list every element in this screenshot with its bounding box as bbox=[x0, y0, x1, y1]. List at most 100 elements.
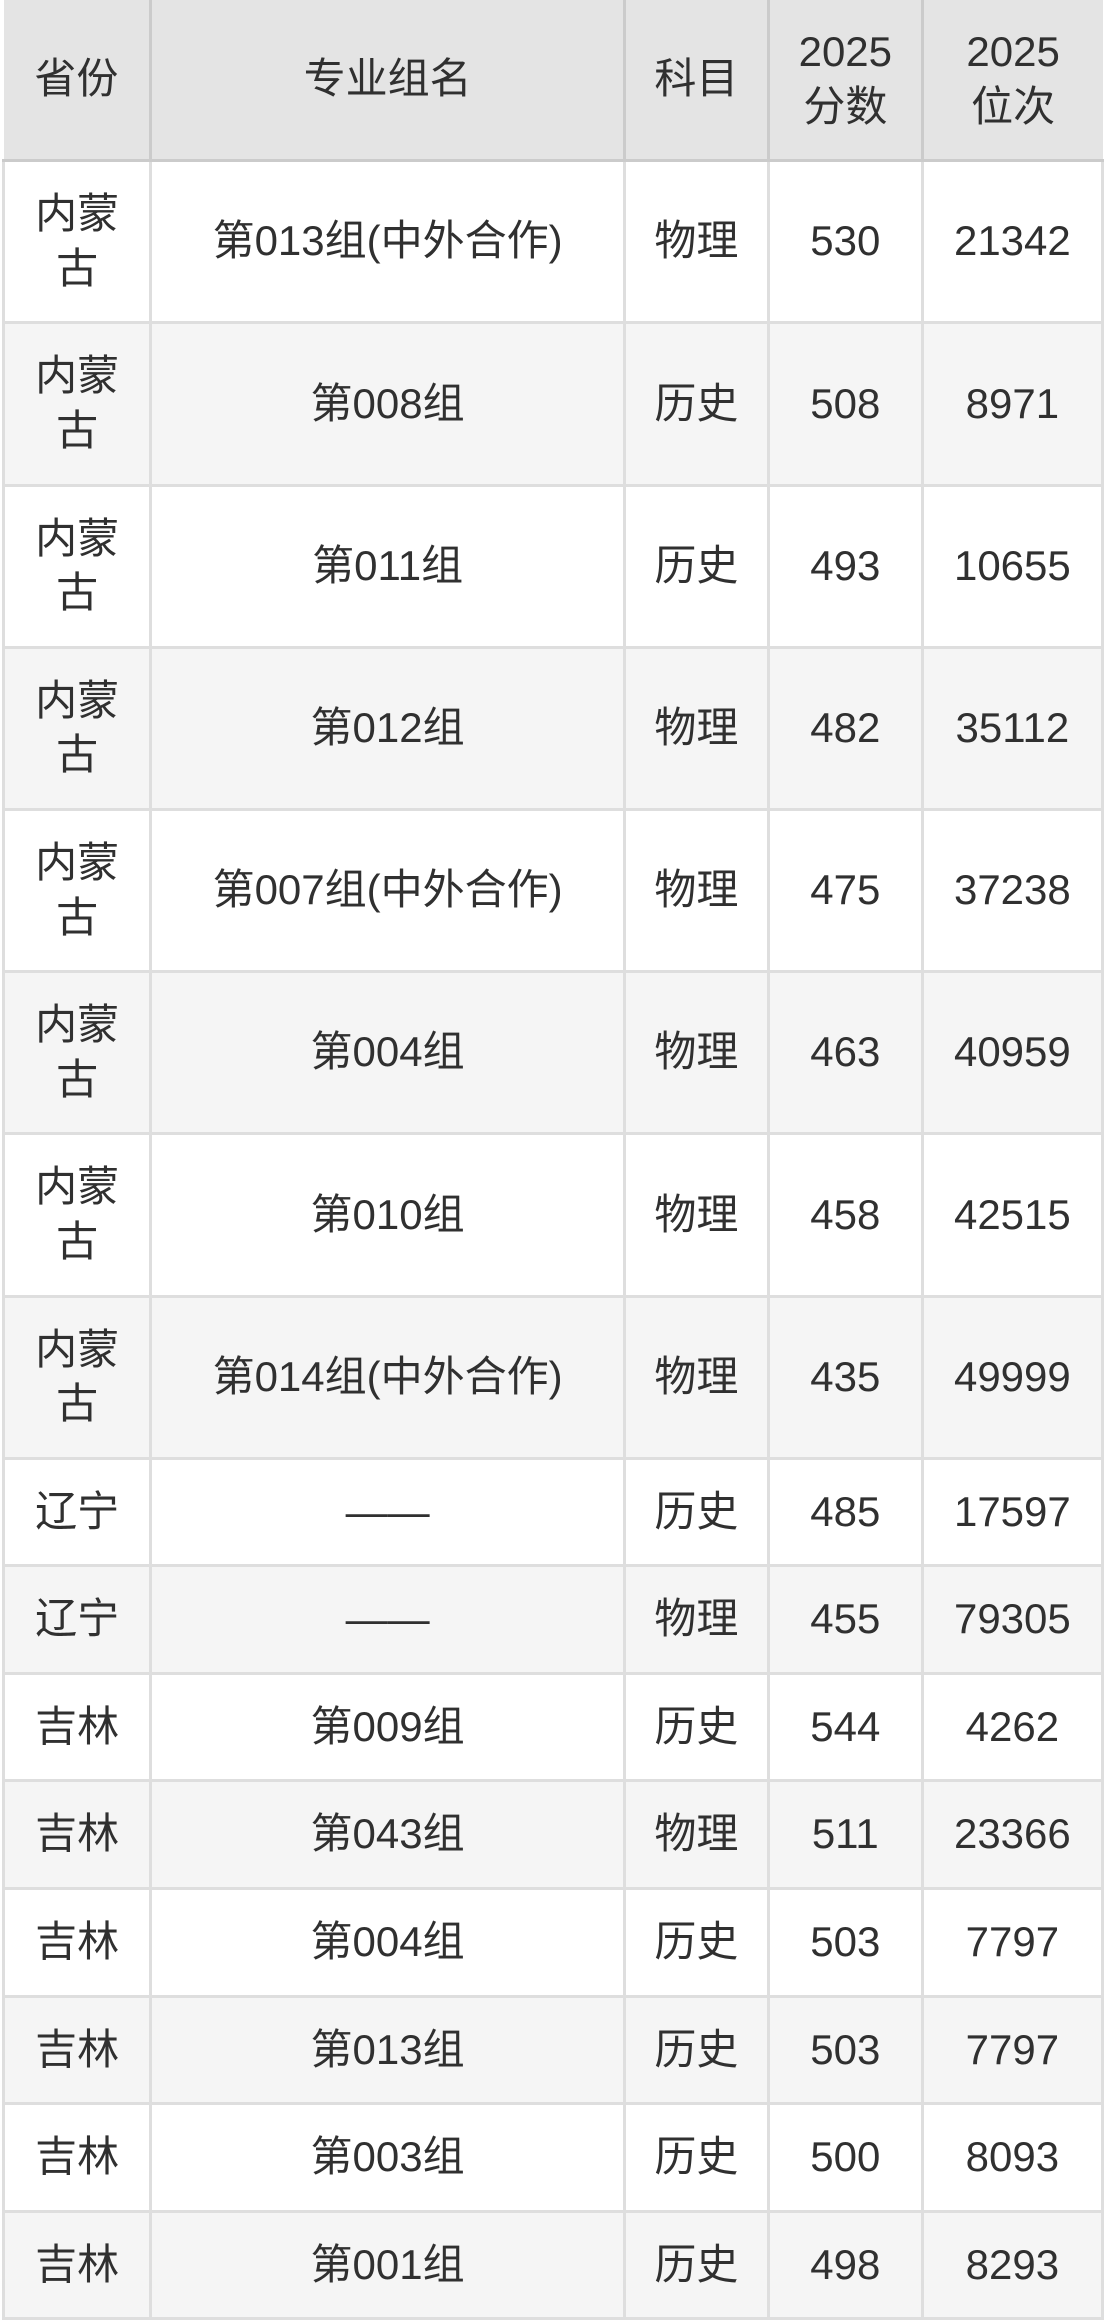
cell-subject: 物理 bbox=[622, 807, 770, 974]
cell-province: 内蒙古 bbox=[1, 970, 153, 1136]
cell-score: 503 bbox=[766, 1887, 924, 1998]
cell-score: 544 bbox=[766, 1671, 924, 1783]
cell-province: 吉林 bbox=[1, 2209, 153, 2321]
table-row: 辽宁 —— 历史 485 17597 bbox=[1, 1456, 1105, 1568]
header-subject: 科目 bbox=[622, 0, 770, 163]
cell-province: 辽宁 bbox=[1, 1564, 153, 1675]
cell-rank: 40959 bbox=[920, 970, 1105, 1136]
cell-score: 458 bbox=[766, 1132, 924, 1298]
cell-score: 498 bbox=[766, 2209, 924, 2321]
cell-score: 503 bbox=[766, 1994, 924, 2106]
cell-rank: 8971 bbox=[920, 321, 1105, 487]
cell-subject: 历史 bbox=[622, 321, 770, 487]
cell-province: 内蒙古 bbox=[1, 1132, 153, 1298]
cell-subject: 历史 bbox=[622, 1671, 770, 1783]
cell-rank: 35112 bbox=[920, 645, 1105, 811]
cell-subject: 物理 bbox=[622, 1294, 770, 1460]
cell-subject: 历史 bbox=[622, 2102, 770, 2213]
table-row: 吉林 第009组 历史 544 4262 bbox=[1, 1671, 1105, 1783]
cell-score: 463 bbox=[766, 970, 924, 1136]
cell-score: 435 bbox=[766, 1294, 924, 1460]
cell-subject: 物理 bbox=[622, 970, 770, 1136]
cell-score: 530 bbox=[766, 159, 924, 325]
cell-province: 辽宁 bbox=[1, 1456, 153, 1568]
cell-rank: 7797 bbox=[920, 1887, 1105, 1998]
cell-province: 内蒙古 bbox=[1, 1294, 153, 1460]
table-row: 内蒙古 第012组 物理 482 35112 bbox=[1, 645, 1105, 811]
cell-group: 第003组 bbox=[149, 2102, 626, 2213]
cell-subject: 历史 bbox=[622, 1994, 770, 2106]
cell-group: 第001组 bbox=[149, 2209, 626, 2321]
table-row: 吉林 第001组 历史 498 8293 bbox=[1, 2209, 1105, 2321]
header-score-2025: 2025 分数 bbox=[766, 0, 924, 163]
cell-province: 吉林 bbox=[1, 1671, 153, 1783]
cell-score: 482 bbox=[766, 645, 924, 811]
table-row: 内蒙古 第014组(中外合作) 物理 435 49999 bbox=[1, 1294, 1105, 1460]
cell-subject: 历史 bbox=[622, 1456, 770, 1568]
table-row: 吉林 第013组 历史 503 7797 bbox=[1, 1994, 1105, 2106]
cell-group: 第010组 bbox=[149, 1132, 626, 1298]
header-province: 省份 bbox=[3, 0, 153, 163]
cell-score: 508 bbox=[766, 321, 924, 487]
cell-score: 485 bbox=[766, 1456, 924, 1568]
cell-subject: 物理 bbox=[622, 1564, 770, 1675]
cell-province: 内蒙古 bbox=[1, 159, 153, 325]
cell-rank: 49999 bbox=[920, 1294, 1105, 1460]
cell-rank: 21342 bbox=[920, 159, 1105, 325]
cell-province: 内蒙古 bbox=[1, 483, 153, 649]
table-row: 内蒙古 第013组(中外合作) 物理 530 21342 bbox=[1, 159, 1105, 325]
table-row: 吉林 第003组 历史 500 8093 bbox=[1, 2102, 1105, 2213]
table-row: 吉林 第043组 物理 511 23366 bbox=[1, 1779, 1105, 1891]
cell-score: 475 bbox=[766, 807, 924, 974]
cell-group: 第008组 bbox=[149, 321, 626, 487]
cell-score: 455 bbox=[766, 1564, 924, 1675]
header-row: 省份 专业组名 科目 2025 分数 2025 位次 bbox=[3, 0, 1103, 163]
cell-province: 内蒙古 bbox=[1, 645, 153, 811]
cell-province: 内蒙古 bbox=[1, 321, 153, 487]
table-row: 内蒙古 第011组 历史 493 10655 bbox=[1, 483, 1105, 649]
table-row: 内蒙古 第007组(中外合作) 物理 475 37238 bbox=[1, 807, 1105, 974]
cell-score: 493 bbox=[766, 483, 924, 649]
cell-rank: 17597 bbox=[920, 1456, 1105, 1568]
cell-rank: 8093 bbox=[920, 2102, 1105, 2213]
cell-score: 500 bbox=[766, 2102, 924, 2213]
table-row: 辽宁 —— 物理 455 79305 bbox=[1, 1564, 1105, 1675]
table-body: 内蒙古 第013组(中外合作) 物理 530 21342 内蒙古 第008组 历… bbox=[1, 159, 1105, 2321]
cell-subject: 历史 bbox=[622, 1887, 770, 1998]
cell-rank: 4262 bbox=[920, 1671, 1105, 1783]
cell-province: 内蒙古 bbox=[1, 807, 153, 974]
table-row: 吉林 第004组 历史 503 7797 bbox=[1, 1887, 1105, 1998]
cell-rank: 37238 bbox=[920, 807, 1105, 974]
cell-group: 第013组 bbox=[149, 1994, 626, 2106]
table-row: 内蒙古 第004组 物理 463 40959 bbox=[1, 970, 1105, 1136]
cell-subject: 物理 bbox=[622, 159, 770, 325]
cell-group: 第043组 bbox=[149, 1779, 626, 1891]
cell-subject: 物理 bbox=[622, 645, 770, 811]
cell-subject: 物理 bbox=[622, 1779, 770, 1891]
cell-rank: 23366 bbox=[920, 1779, 1105, 1891]
cell-group: 第009组 bbox=[149, 1671, 626, 1783]
cell-score: 511 bbox=[766, 1779, 924, 1891]
cell-province: 吉林 bbox=[1, 1994, 153, 2106]
table-row: 内蒙古 第010组 物理 458 42515 bbox=[1, 1132, 1105, 1298]
cell-group: —— bbox=[149, 1456, 626, 1568]
cell-group: —— bbox=[149, 1564, 626, 1675]
cell-province: 吉林 bbox=[1, 1887, 153, 1998]
cell-province: 吉林 bbox=[1, 1779, 153, 1891]
cell-rank: 42515 bbox=[920, 1132, 1105, 1298]
table-row: 内蒙古 第008组 历史 508 8971 bbox=[1, 321, 1105, 487]
cell-group: 第004组 bbox=[149, 1887, 626, 1998]
cell-subject: 历史 bbox=[622, 483, 770, 649]
cell-rank: 79305 bbox=[920, 1564, 1105, 1675]
cell-group: 第007组(中外合作) bbox=[149, 807, 626, 974]
header-rank-2025: 2025 位次 bbox=[920, 0, 1103, 163]
cell-rank: 10655 bbox=[920, 483, 1105, 649]
table-header: 省份 专业组名 科目 2025 分数 2025 位次 bbox=[3, 0, 1103, 163]
cell-rank: 7797 bbox=[920, 1994, 1105, 2106]
cell-province: 吉林 bbox=[1, 2102, 153, 2213]
header-group-name: 专业组名 bbox=[149, 0, 626, 163]
cell-group: 第012组 bbox=[149, 645, 626, 811]
cell-group: 第014组(中外合作) bbox=[149, 1294, 626, 1460]
cell-group: 第004组 bbox=[149, 970, 626, 1136]
